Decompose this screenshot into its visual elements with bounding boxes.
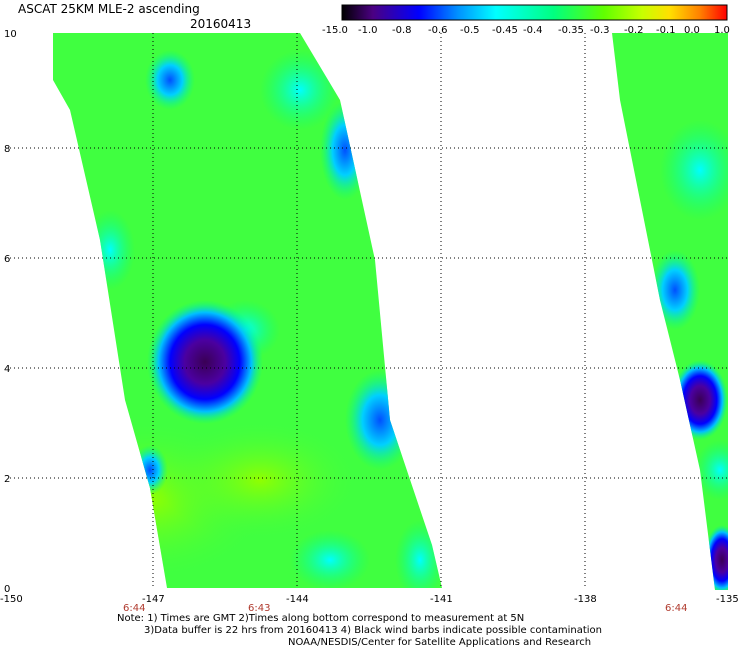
colorbar-label: -0.6 [428,25,448,36]
grid-lines [10,33,728,588]
colorbar-label: -0.2 [624,25,644,36]
colorbar-label: 1.0 [714,25,730,36]
colorbar-label: -0.3 [590,25,610,36]
colorbar-label: -15.0 [322,25,348,36]
time-label: 6:44 [123,603,145,614]
colorbar-label: -1.0 [358,25,378,36]
colorbar-label: -0.35 [558,25,584,36]
colorbar-label: 0.0 [684,25,700,36]
y-tick-2: 2 [4,474,10,485]
colorbar-label: -0.8 [392,25,412,36]
y-tick-labels: 0 2 4 6 8 10 [4,29,17,595]
x-tick-141: -141 [430,594,453,605]
time-label: 6:43 [248,603,270,614]
map-title: ASCAT 25KM MLE-2 ascending [18,2,200,16]
colorbar [341,4,728,21]
x-tick-150: -150 [0,594,23,605]
colorbar-labels: -15.0 -1.0 -0.8 -0.6 -0.5 -0.45 -0.4 -0.35 -0.3 -… [322,25,730,36]
x-tick-labels: -150 -147 -144 -141 -138 -135 [0,594,739,605]
swath-left [53,33,442,588]
y-tick-0: 0 [4,584,10,595]
colorbar-label: -0.45 [492,25,518,36]
time-label: 6:44 [665,603,687,614]
colorbar-label: -0.5 [460,25,480,36]
y-tick-10: 10 [4,29,17,40]
x-tick-138: -138 [574,594,597,605]
x-tick-135: -135 [716,594,739,605]
note-line-2: 3)Data buffer is 22 hrs from 20160413 4)… [144,625,602,636]
colorbar-label: -0.1 [656,25,676,36]
y-tick-8: 8 [4,144,10,155]
x-tick-144: -144 [286,594,309,605]
map-date: 20160413 [190,17,252,31]
note-line-1: Note: 1) Times are GMT 2)Times along bot… [117,613,525,624]
note-line-3: NOAA/NESDIS/Center for Satellite Applica… [288,637,592,648]
colorbar-label: -0.4 [523,25,543,36]
y-tick-6: 6 [4,254,10,265]
x-tick-147: -147 [142,594,165,605]
time-labels: 6:44 6:43 6:44 [123,603,687,614]
swath-right [612,33,728,590]
y-tick-4: 4 [4,364,10,375]
